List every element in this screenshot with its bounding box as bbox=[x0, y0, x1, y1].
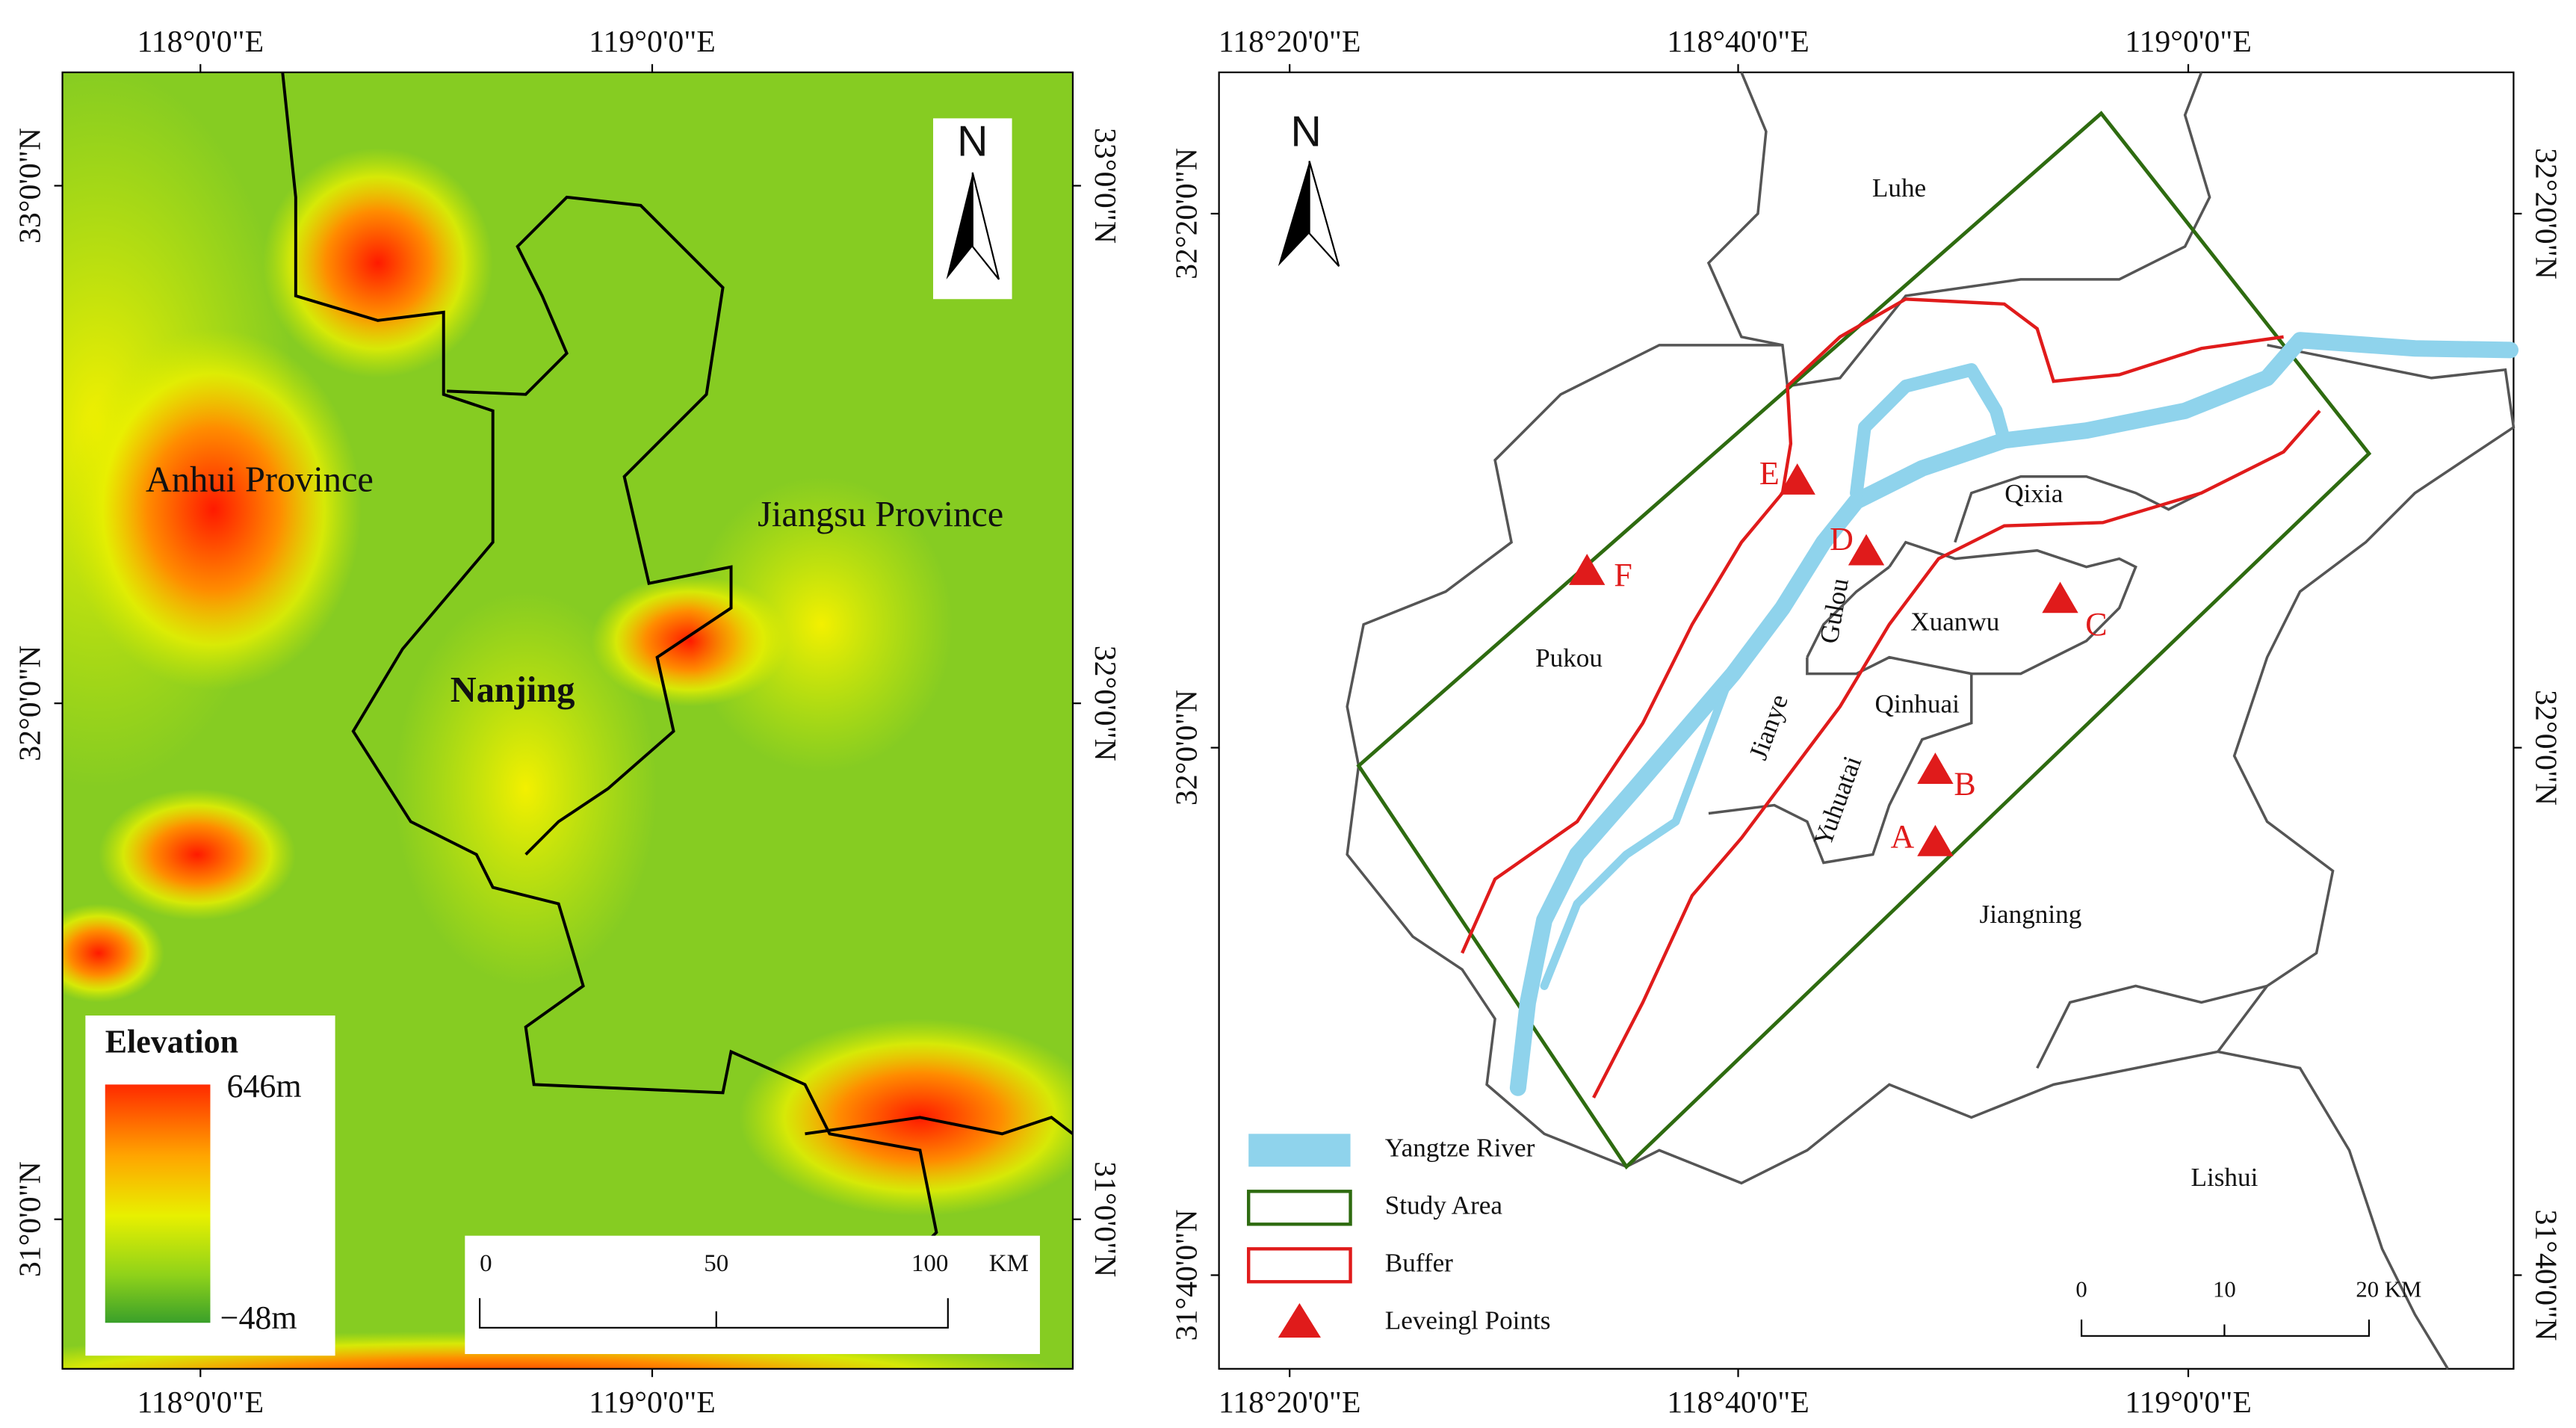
lon-label: 119°0'0"E bbox=[589, 25, 716, 59]
point-label: C bbox=[2085, 606, 2107, 643]
legend-study-swatch bbox=[1247, 1190, 1352, 1226]
lat-label: 31°40'0"N bbox=[1170, 1210, 1204, 1341]
elevation-map: N Elevation 646m −48m 118°0'0"E 118°0'0"E… bbox=[13, 25, 1122, 1420]
scale-label: 0 bbox=[480, 1250, 492, 1277]
point-label: A bbox=[1891, 818, 1915, 855]
legend-min: −48m bbox=[220, 1299, 297, 1336]
lat-label: 33°0'0"N bbox=[13, 128, 48, 244]
point-label: F bbox=[1614, 557, 1632, 593]
district-label: Jiangning bbox=[1980, 900, 2082, 929]
lat-label: 32°0'0"N bbox=[1088, 646, 1122, 761]
legend-title: Elevation bbox=[105, 1024, 238, 1060]
leveling-point bbox=[1569, 554, 1606, 585]
lat-label: 32°0'0"N bbox=[13, 646, 48, 761]
lon-label: 119°0'0"E bbox=[589, 1385, 716, 1420]
scale-label: 10 bbox=[2213, 1277, 2236, 1302]
legend-label: Buffer bbox=[1385, 1248, 1453, 1277]
lon-label: 118°0'0"E bbox=[137, 25, 264, 59]
leveling-point bbox=[1917, 752, 1954, 784]
legend-label: Study Area bbox=[1385, 1190, 1503, 1220]
north-arrow bbox=[971, 172, 1000, 280]
frame bbox=[1218, 71, 2515, 1370]
lat-label: 31°40'0"N bbox=[2528, 1210, 2563, 1341]
scale-box bbox=[465, 1235, 1040, 1355]
yangtze-river bbox=[1509, 332, 2519, 1096]
district-boundaries bbox=[1346, 72, 2515, 1370]
north-label: N bbox=[957, 118, 988, 166]
north-label: N bbox=[1291, 108, 1322, 155]
frame bbox=[61, 71, 1074, 1370]
lat-label: 31°0'0"N bbox=[13, 1161, 48, 1277]
north-arrow bbox=[1308, 161, 1340, 268]
leveling-point bbox=[2042, 581, 2078, 613]
point-label: D bbox=[1830, 521, 1854, 557]
leveling-point bbox=[1917, 824, 1954, 856]
point-label: B bbox=[1954, 765, 1975, 802]
legend-label: Leveingl Points bbox=[1385, 1305, 1551, 1335]
district-label: Pukou bbox=[1535, 643, 1603, 673]
legend-max: 646m bbox=[226, 1068, 301, 1104]
lat-label: 32°20'0"N bbox=[2528, 148, 2563, 279]
district-label: Lishui bbox=[2190, 1163, 2258, 1192]
study-map: N 118°20'0"E 118°20'0"E 118°40'0"E 118°40'0… bbox=[1170, 25, 2563, 1420]
legend-ramp bbox=[105, 1084, 211, 1323]
legend-point-swatch bbox=[1278, 1302, 1321, 1338]
lon-label: 118°0'0"E bbox=[137, 1385, 264, 1420]
place-label: Anhui Province bbox=[146, 460, 374, 500]
lat-label: 32°0'0"N bbox=[1170, 690, 1204, 806]
place-label: Nanjing bbox=[451, 670, 575, 710]
study-area bbox=[1356, 111, 2372, 1170]
lon-label: 118°20'0"E bbox=[1219, 1385, 1361, 1420]
lat-label: 31°0'0"N bbox=[1088, 1161, 1122, 1277]
leveling-point bbox=[1779, 463, 1815, 495]
north-arrow bbox=[946, 172, 973, 279]
lon-label: 118°40'0"E bbox=[1667, 1385, 1809, 1420]
scale-bar bbox=[479, 1298, 949, 1329]
scale-label: KM bbox=[989, 1250, 1029, 1277]
scale-label: 50 bbox=[704, 1250, 728, 1277]
point-label: E bbox=[1759, 455, 1780, 492]
buffer bbox=[1461, 297, 2321, 1098]
legend-label: Yangtze River bbox=[1385, 1133, 1535, 1162]
district-label: Xuanwu bbox=[1910, 608, 1999, 637]
lon-label: 119°0'0"E bbox=[2125, 25, 2252, 59]
district-label: Luhe bbox=[1872, 173, 1926, 203]
lat-label: 33°0'0"N bbox=[1088, 128, 1122, 244]
legend-river-swatch bbox=[1248, 1134, 1351, 1167]
place-label: Jiangsu Province bbox=[758, 495, 1003, 534]
terrain bbox=[62, 72, 1073, 1369]
lon-label: 119°0'0"E bbox=[2125, 1385, 2252, 1420]
scale-label: 20 KM bbox=[2356, 1277, 2421, 1302]
legend-buffer-swatch bbox=[1247, 1247, 1352, 1284]
lon-label: 118°20'0"E bbox=[1219, 25, 1361, 59]
scale-label: 0 bbox=[2075, 1277, 2087, 1302]
district-label: Qinhuai bbox=[1875, 690, 1960, 719]
scale-label: 100 bbox=[911, 1250, 948, 1277]
lat-label: 32°20'0"N bbox=[1170, 148, 1204, 279]
north-arrow bbox=[1278, 161, 1310, 267]
lon-label: 118°40'0"E bbox=[1667, 25, 1809, 59]
lat-label: 32°0'0"N bbox=[2528, 690, 2563, 806]
leveling-point bbox=[1848, 534, 1885, 566]
district-label: Qixia bbox=[2004, 479, 2063, 508]
